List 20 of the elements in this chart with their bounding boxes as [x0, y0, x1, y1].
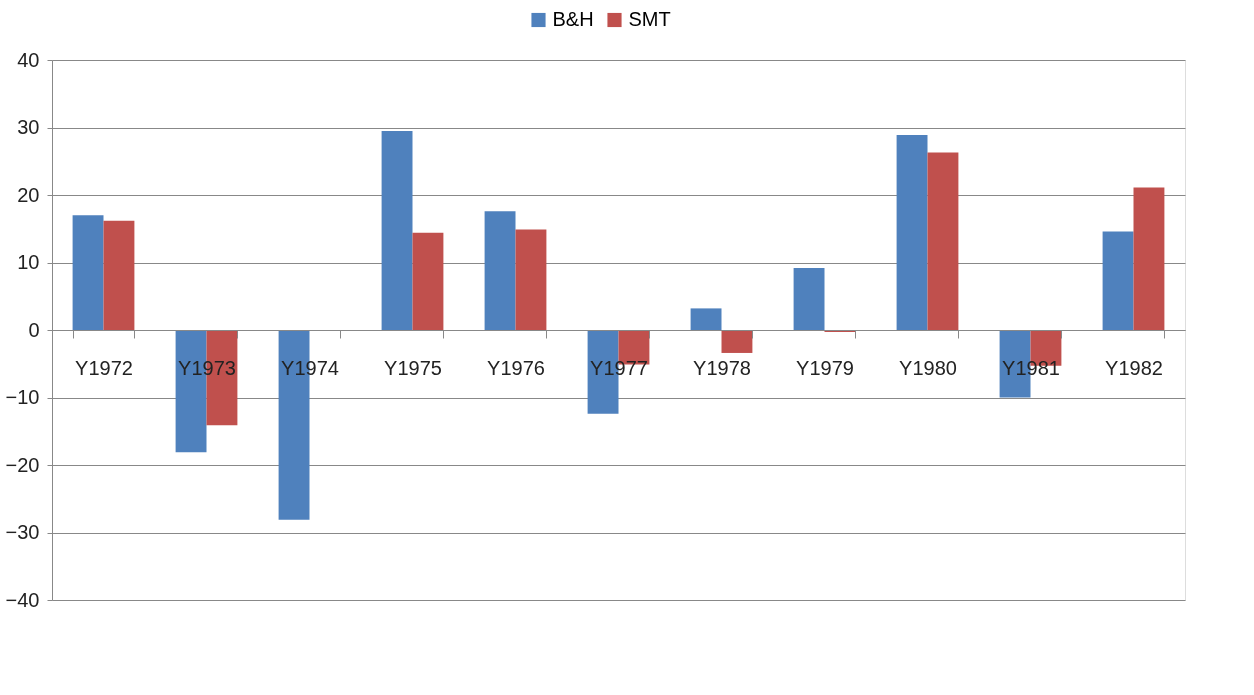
x-tick-label: Y1980 — [899, 356, 957, 379]
legend-label: B&H — [552, 8, 594, 30]
y-tick-label: 30 — [17, 116, 40, 138]
x-tick-label: Y1982 — [1105, 356, 1163, 379]
y-tick-label: −10 — [5, 386, 40, 408]
x-tick-label: Y1978 — [693, 356, 751, 379]
y-tick-label: 20 — [17, 183, 40, 206]
x-tick-label: Y1979 — [796, 356, 854, 379]
y-tick-label: 10 — [17, 251, 40, 273]
x-tick-label: Y1975 — [384, 356, 442, 379]
x-tick-label: Y1981 — [1002, 356, 1060, 379]
x-tick-label: Y1976 — [487, 356, 545, 379]
y-tick-label: −40 — [5, 588, 40, 611]
legend-label: SMT — [628, 8, 671, 30]
x-tick-label: Y1972 — [75, 356, 133, 379]
x-tick-label: Y1977 — [590, 356, 648, 379]
y-tick-label: −20 — [5, 453, 40, 476]
y-tick-label: 40 — [17, 48, 40, 71]
y-tick-label: 0 — [28, 318, 40, 341]
y-tick-label: −30 — [5, 521, 40, 543]
